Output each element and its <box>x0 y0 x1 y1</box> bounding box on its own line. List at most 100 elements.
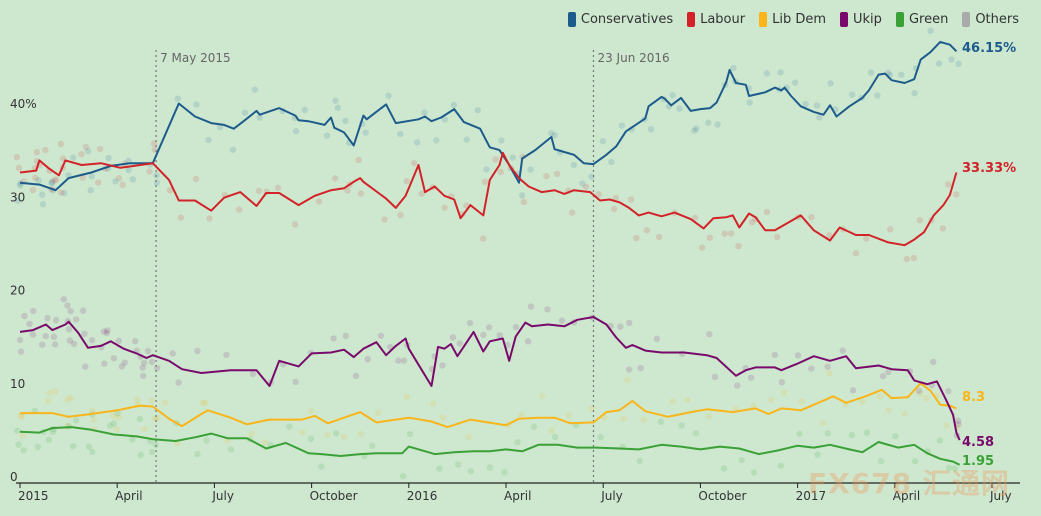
legend-item[interactable]: Ukip <box>840 12 882 27</box>
poll-dot <box>274 184 282 192</box>
poll-dot <box>551 433 559 441</box>
poll-dot <box>331 175 339 182</box>
poll-dot <box>177 214 184 221</box>
legend-item[interactable]: Labour <box>687 12 745 27</box>
poll-dot <box>113 426 120 433</box>
poll-dot <box>780 389 788 396</box>
legend-item[interactable]: Others <box>962 12 1019 27</box>
end-value-label: 46.15% <box>962 41 1016 56</box>
poll-dot <box>863 429 871 436</box>
poll-dot <box>227 446 235 453</box>
poll-dot <box>852 250 860 257</box>
legend-label: Conservatives <box>580 12 674 27</box>
poll-dot <box>315 198 323 205</box>
poll-dot <box>52 176 60 183</box>
poll-dot <box>96 145 104 153</box>
poll-dot <box>463 136 470 143</box>
poll-dot <box>524 338 532 345</box>
poll-dot <box>735 242 742 250</box>
legend-item[interactable]: Green <box>895 12 948 27</box>
poll-dot <box>474 106 481 114</box>
poll-dot <box>332 97 339 104</box>
poll-dot <box>255 187 263 195</box>
poll-dot <box>676 105 683 112</box>
poll-dot <box>129 436 136 443</box>
poll-dot <box>794 352 802 359</box>
poll-dot <box>543 172 550 180</box>
poll-dot <box>485 324 493 331</box>
poll-dot <box>684 396 692 404</box>
poll-dot <box>551 132 558 139</box>
poll-dot <box>691 127 698 134</box>
poll-dot <box>826 370 833 377</box>
poll-dot <box>94 179 102 186</box>
poll-dot <box>395 357 402 364</box>
poll-dot <box>256 114 263 121</box>
poll-dot <box>193 101 200 108</box>
poll-dot <box>140 359 148 366</box>
poll-dot <box>943 422 950 429</box>
poll-dot <box>49 178 56 186</box>
poll-dot <box>342 117 349 125</box>
legend-swatch <box>840 12 849 27</box>
poll-dot <box>17 412 24 419</box>
poll-dot <box>205 136 212 144</box>
poll-dot <box>802 100 809 108</box>
legend-item[interactable]: Conservatives <box>567 12 674 27</box>
poll-dot <box>385 92 392 99</box>
poll-dot <box>50 333 58 341</box>
poll-dot <box>816 114 823 121</box>
poll-dot <box>340 433 348 440</box>
poll-dot <box>738 457 745 464</box>
poll-dot <box>721 230 728 237</box>
poll-dot <box>655 233 663 241</box>
event-label: 23 Jun 2016 <box>597 51 669 65</box>
poll-dot <box>867 69 875 76</box>
poll-dot <box>633 234 640 242</box>
end-value-label: 1.95 <box>962 454 994 469</box>
series-line-lib-dem <box>20 382 957 429</box>
poll-dot <box>413 139 421 146</box>
poll-dot <box>456 340 463 347</box>
poll-dot <box>568 209 576 216</box>
poll-dot <box>49 428 57 436</box>
poll-dot <box>352 372 360 380</box>
legend-item[interactable]: Lib Dem <box>759 12 826 27</box>
poll-dot <box>397 211 404 219</box>
poll-dot <box>421 109 428 116</box>
series-line-labour <box>19 151 958 247</box>
poll-dot <box>539 392 546 400</box>
poll-dot <box>330 335 337 342</box>
poll-dot <box>364 355 371 363</box>
poll-dot <box>910 254 917 262</box>
poll-dot <box>778 379 786 386</box>
poll-dot <box>911 458 919 465</box>
x-tick-label: April <box>893 489 920 503</box>
poll-dot <box>429 400 437 407</box>
poll-dot <box>618 122 626 129</box>
poll-dot <box>291 221 299 228</box>
poll-dot <box>64 396 71 403</box>
poll-dot <box>153 179 161 186</box>
poll-dot <box>16 336 24 344</box>
poll-dot <box>52 341 59 348</box>
poll-dot <box>46 389 53 397</box>
poll-dot <box>121 359 129 366</box>
poll-dot <box>166 187 174 194</box>
poll-dot <box>923 394 930 402</box>
poll-dot <box>307 435 315 443</box>
poll-dot <box>201 399 209 406</box>
poll-dot <box>153 364 161 372</box>
poll-dot <box>849 387 857 394</box>
poll-dot <box>480 331 487 339</box>
poll-dot <box>486 464 494 471</box>
poll-dot <box>553 170 561 178</box>
legend: Conservatives Labour Lib Dem Ukip Green Other… <box>567 12 1019 27</box>
poll-dot <box>777 69 784 76</box>
poll-dot <box>216 124 224 131</box>
poll-dot <box>141 425 148 432</box>
poll-dot <box>454 461 462 468</box>
poll-dot <box>318 463 325 470</box>
legend-label: Labour <box>700 12 746 27</box>
x-tick-label: 2015 <box>18 489 49 503</box>
